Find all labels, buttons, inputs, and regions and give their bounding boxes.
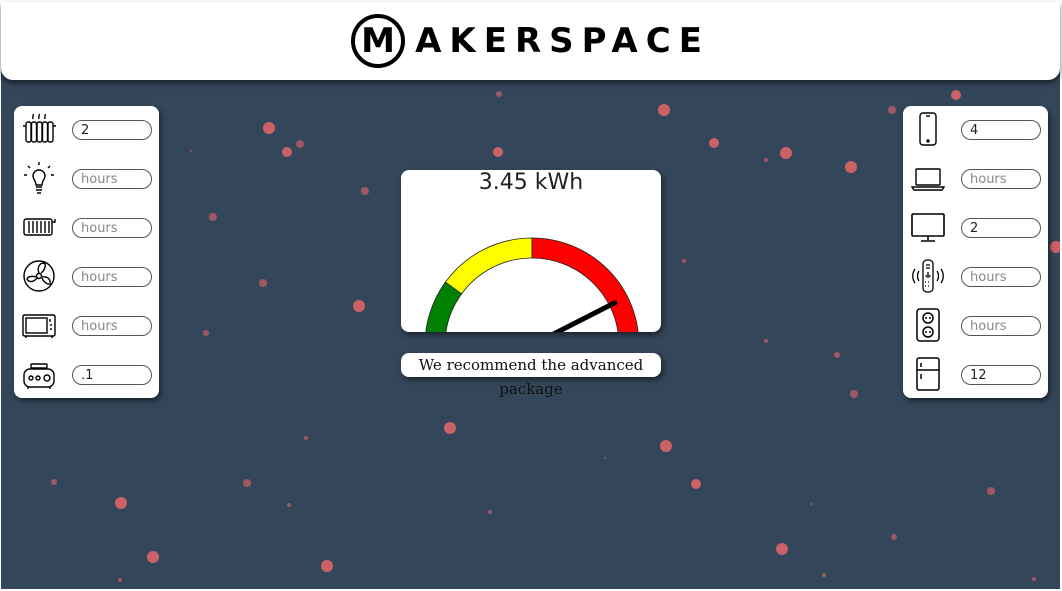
particle-dot [850, 390, 858, 398]
particle-dot [709, 138, 719, 148]
appliance-row-microwave [14, 302, 159, 351]
particle-dot [604, 457, 606, 459]
particle-dot [243, 479, 251, 487]
appliance-row-stove [14, 351, 159, 400]
left-appliance-panel [14, 106, 159, 398]
appliance-row-outlet [903, 302, 1048, 351]
phone-icon [910, 111, 946, 147]
laptop-icon [910, 160, 946, 196]
appliance-row-fan [14, 253, 159, 302]
stove-hours-input[interactable] [72, 365, 152, 385]
microwave-hours-input[interactable] [72, 316, 152, 336]
particle-dot [259, 279, 267, 287]
light-bulb-icon [21, 160, 57, 196]
particle-dot [361, 187, 369, 195]
particle-dot [658, 104, 670, 116]
particle-dot [834, 352, 840, 358]
particle-dot [682, 259, 686, 263]
right-appliance-panel [903, 106, 1048, 398]
particle-dot [51, 479, 57, 485]
particle-dot [660, 440, 672, 452]
particle-dot [190, 150, 192, 152]
laptop-hours-input[interactable] [961, 169, 1041, 189]
particle-dot [496, 91, 502, 97]
microwave-icon [21, 307, 57, 343]
kwh-reading: 3.45 kWh [478, 170, 584, 195]
particle-dot [951, 90, 961, 100]
gauge-zone-2 [531, 237, 639, 332]
particle-dot [822, 573, 826, 577]
particle-dot [764, 158, 768, 162]
particle-dot [780, 147, 792, 159]
particle-dot [263, 122, 275, 134]
particle-dot [282, 147, 292, 157]
gauge-needle [552, 300, 618, 332]
stove-icon [21, 356, 57, 392]
particle-dot [444, 422, 456, 434]
particle-dot [764, 339, 768, 343]
appliance-row-phone [903, 106, 1048, 155]
refrigerator-icon [910, 356, 946, 392]
appliance-row-radiator [14, 106, 159, 155]
particle-dot [845, 161, 857, 173]
particle-dot [891, 534, 897, 540]
appliance-row-monitor [903, 204, 1048, 253]
appliance-row-refrigerator [903, 351, 1048, 400]
smart-speaker-icon [910, 258, 946, 294]
radiator-hours-input[interactable] [72, 120, 152, 140]
particle-dot [776, 543, 788, 555]
particle-dot [493, 147, 503, 157]
smart-speaker-hours-input[interactable] [961, 267, 1041, 287]
energy-gauge-card: 3.45 kWh [401, 170, 661, 332]
particle-dot [296, 140, 304, 148]
header-bar: M AKERSPACE [1, 2, 1060, 80]
heater-icon [21, 209, 57, 245]
appliance-row-heater [14, 204, 159, 253]
particle-dot [147, 551, 159, 563]
heater-hours-input[interactable] [72, 218, 152, 238]
monitor-icon [910, 209, 946, 245]
appliance-row-smart-speaker [903, 253, 1048, 302]
logo-text: AKERSPACE [415, 21, 710, 61]
particle-dot [691, 479, 701, 489]
particle-dot [118, 578, 122, 582]
particle-dot [1032, 577, 1036, 581]
monitor-hours-input[interactable] [961, 218, 1041, 238]
particle-dot [353, 300, 365, 312]
particle-dot [304, 436, 308, 440]
particle-dot [810, 503, 812, 505]
particle-dot [987, 487, 995, 495]
particle-dot [321, 560, 333, 572]
logo-circle: M [351, 14, 406, 68]
recommendation-text: We recommend the advanced package [401, 353, 661, 398]
fan-icon [21, 258, 57, 294]
gauge-zone-1 [444, 237, 533, 295]
particle-dot [115, 497, 127, 509]
particle-dot [1050, 241, 1060, 253]
light-hours-input[interactable] [72, 169, 152, 189]
fan-hours-input[interactable] [72, 267, 152, 287]
particle-dot [287, 503, 291, 507]
appliance-row-light [14, 155, 159, 204]
appliance-row-laptop [903, 155, 1048, 204]
outlet-hours-input[interactable] [961, 316, 1041, 336]
refrigerator-hours-input[interactable] [961, 365, 1041, 385]
particle-dot [488, 510, 492, 514]
particle-dot [209, 213, 217, 221]
makerspace-logo[interactable]: M AKERSPACE [351, 14, 710, 68]
particle-dot [203, 330, 209, 336]
particle-dot [888, 106, 896, 114]
phone-hours-input[interactable] [961, 120, 1041, 140]
logo-letter: M [361, 21, 395, 61]
power-outlet-icon [910, 307, 946, 343]
energy-gauge [425, 237, 639, 332]
radiator-icon [21, 111, 57, 147]
